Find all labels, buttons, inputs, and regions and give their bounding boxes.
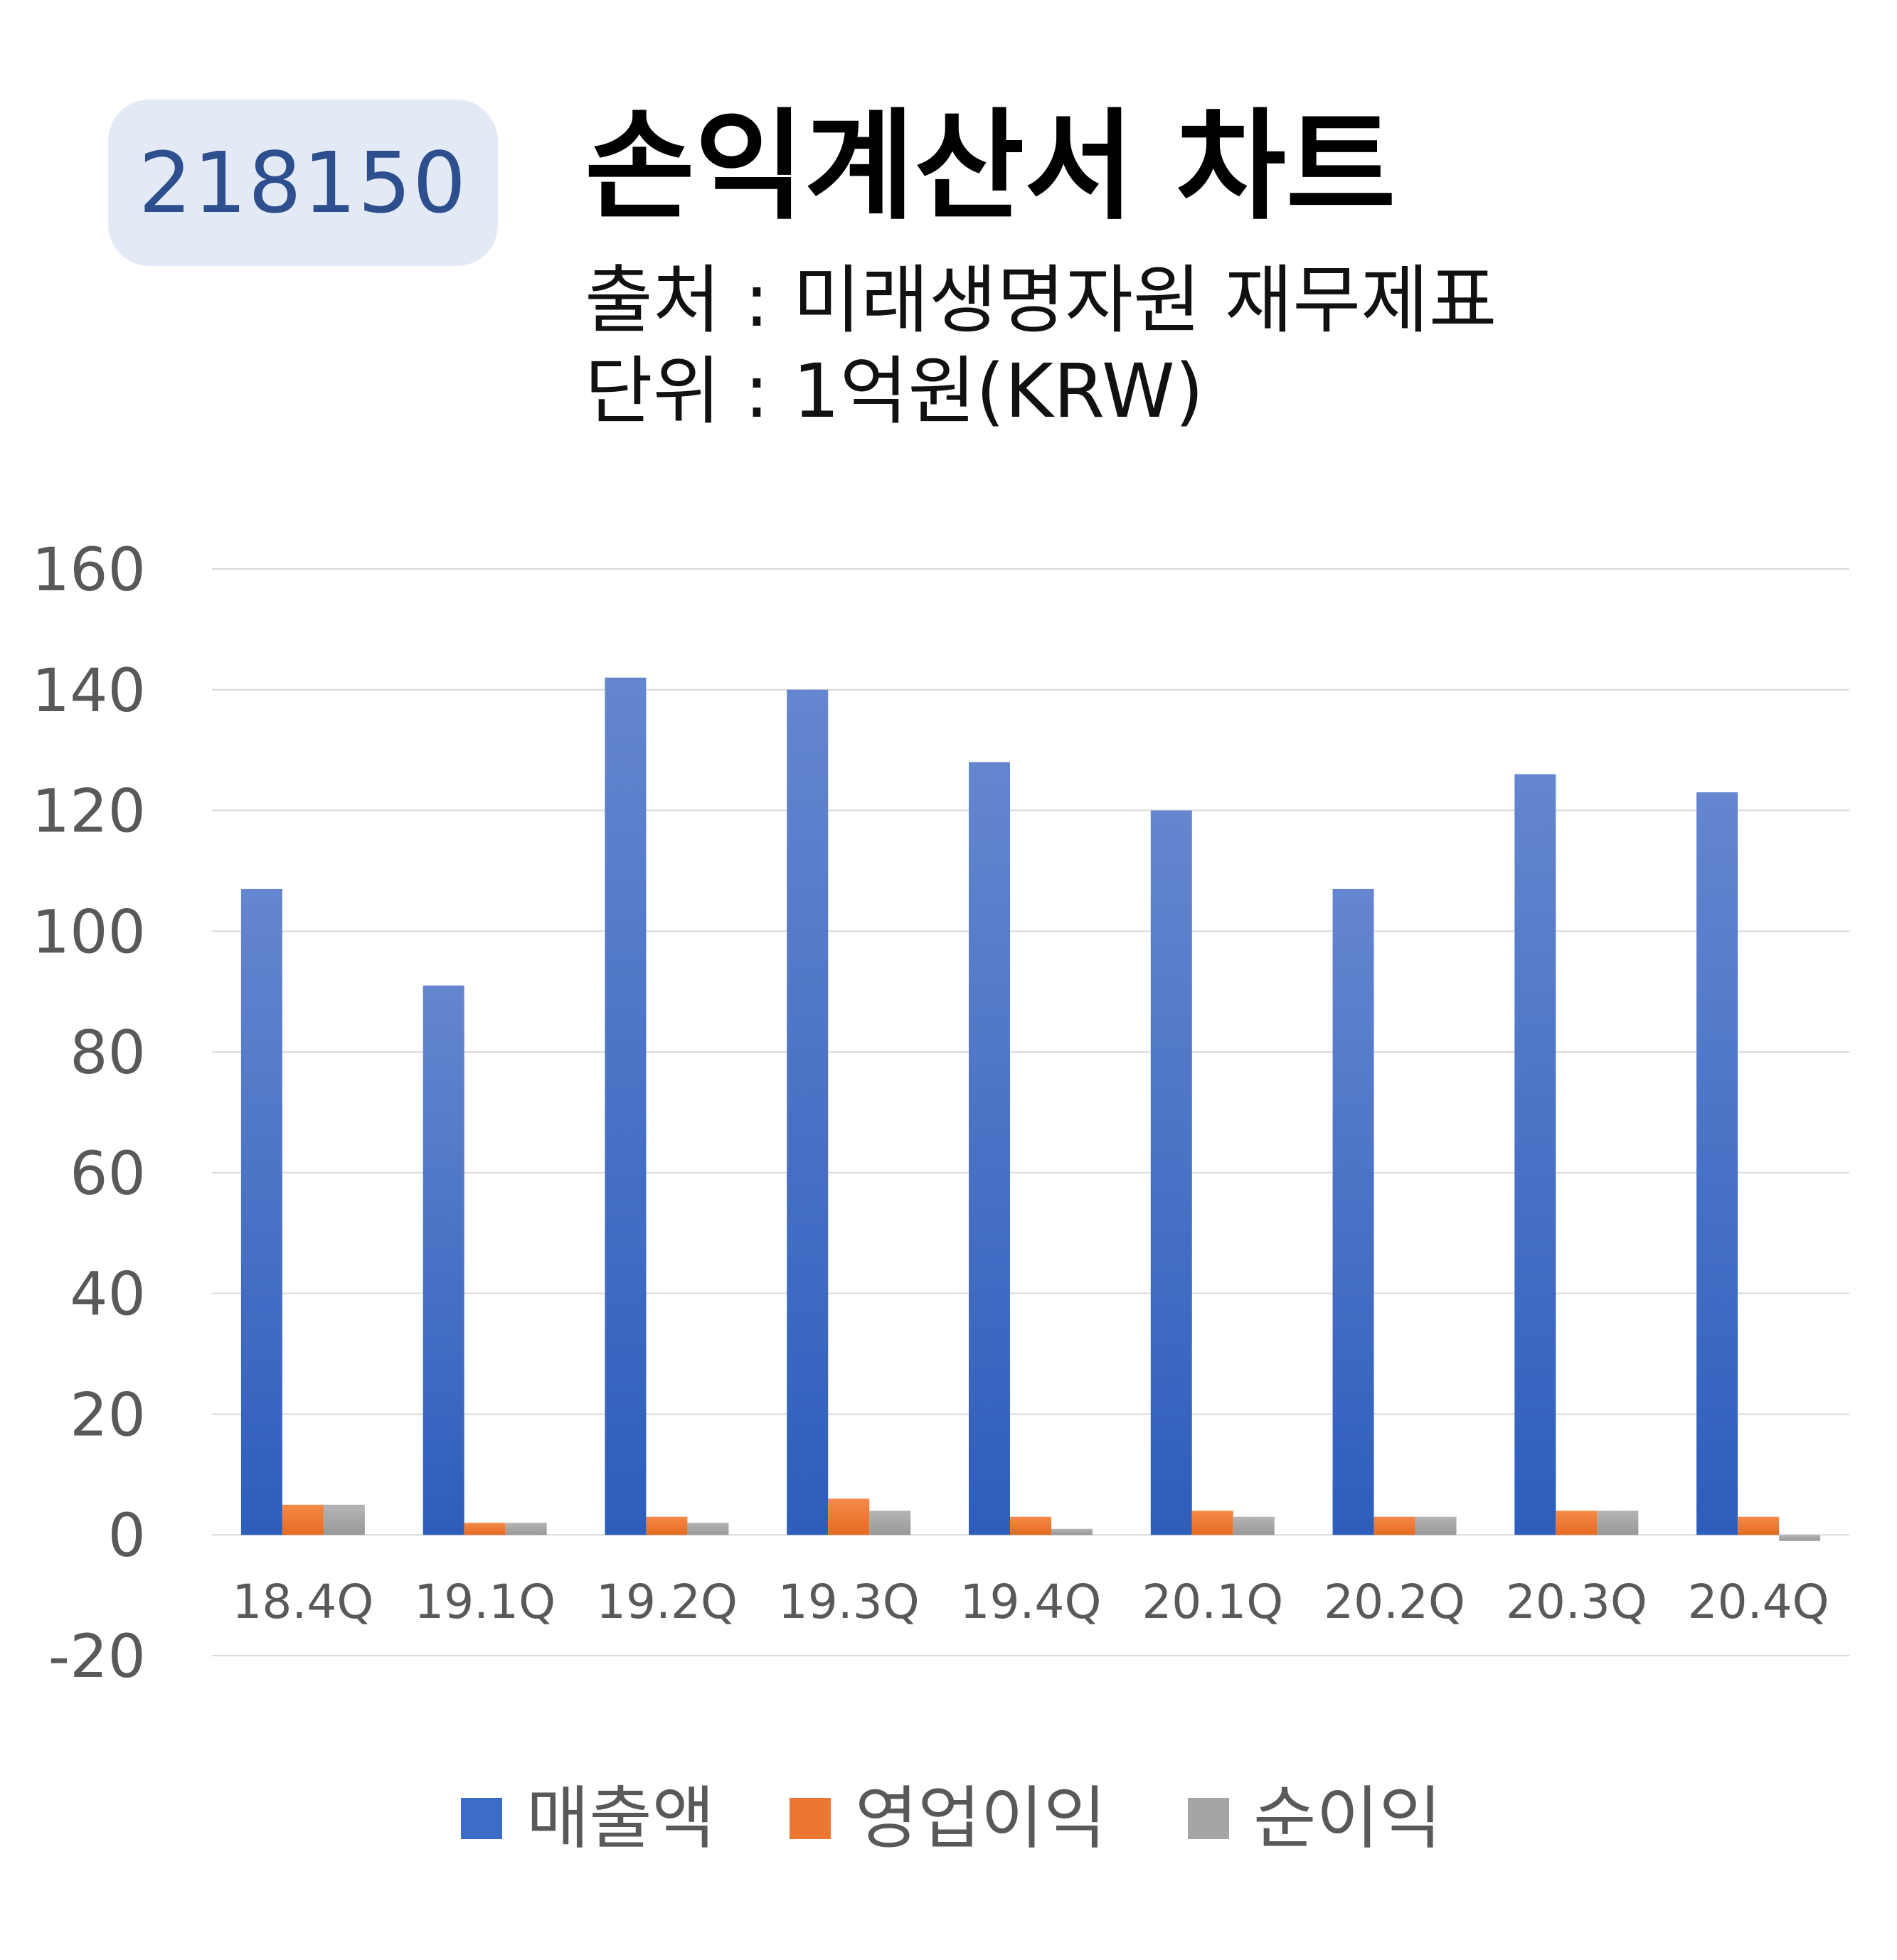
revenue-bar xyxy=(1514,774,1556,1535)
net-profit-bar xyxy=(869,1511,911,1535)
net-profit-bar xyxy=(505,1523,547,1535)
x-tick-label: 18.4Q xyxy=(232,1575,373,1629)
operating-profit-bar xyxy=(1556,1511,1598,1535)
revenue-bar xyxy=(1696,792,1738,1535)
y-tick-label: 40 xyxy=(70,1259,146,1329)
y-tick-label: 20 xyxy=(70,1380,146,1449)
operating-profit-bar xyxy=(1738,1516,1780,1535)
revenue-bar xyxy=(1332,888,1374,1535)
x-tick-label: 20.1Q xyxy=(1142,1575,1283,1629)
revenue-bar xyxy=(605,677,647,1535)
revenue-bar xyxy=(1150,810,1192,1535)
y-tick-label: -20 xyxy=(48,1621,146,1691)
operating-profit-bar xyxy=(464,1523,506,1535)
x-tick-label: 20.3Q xyxy=(1506,1575,1647,1629)
y-tick-label: 140 xyxy=(32,656,146,725)
chart-title: 손익계산서 차트 xyxy=(585,97,1396,236)
y-axis-ticks: -20 0 20 40 60 80 100 120 140 160 xyxy=(32,535,146,1691)
y-tick-label: 100 xyxy=(32,897,146,966)
y-tick-label: 80 xyxy=(70,1018,146,1087)
legend-label: 매출액 xyxy=(526,1779,715,1858)
revenue-bar xyxy=(240,888,282,1535)
revenue-bar xyxy=(423,985,464,1535)
x-tick-label: 19.2Q xyxy=(596,1575,738,1629)
stock-code-badge: 218150 xyxy=(108,100,498,266)
x-tick-label: 19.4Q xyxy=(960,1575,1102,1629)
source-text: 출처 : 미래생명자원 재무제표 xyxy=(585,257,1497,343)
net-profit-bar xyxy=(1233,1516,1275,1535)
operating-profit-bar xyxy=(828,1498,870,1535)
y-tick-label: 60 xyxy=(70,1139,146,1208)
operating-profit-bar xyxy=(1373,1516,1415,1535)
y-tick-label: 160 xyxy=(32,535,146,604)
operating-profit-bar xyxy=(1191,1511,1233,1535)
legend-label: 순이익 xyxy=(1253,1779,1442,1858)
legend-label: 영업이익 xyxy=(855,1779,1106,1858)
revenue-bar xyxy=(787,689,829,1535)
net-profit-bar xyxy=(687,1523,729,1535)
x-tick-label: 19.1Q xyxy=(414,1575,556,1629)
operating-profit-bar xyxy=(646,1516,688,1535)
operating-profit-bar xyxy=(282,1504,324,1535)
net-profit-bar xyxy=(1597,1511,1639,1535)
revenue-bar xyxy=(969,762,1010,1535)
net-profit-bar xyxy=(1779,1535,1821,1541)
x-tick-label: 20.2Q xyxy=(1324,1575,1465,1629)
revenue-legend-swatch xyxy=(461,1798,502,1839)
legend: 매출액 영업이익 순이익 xyxy=(461,1779,1442,1858)
operating-profit-bar xyxy=(1010,1516,1051,1535)
unit-text: 단위 : 1억원(KRW) xyxy=(585,348,1204,435)
net-profit-bar xyxy=(1051,1528,1093,1535)
operating-profit-legend-swatch xyxy=(790,1798,831,1839)
bars xyxy=(240,677,1821,1541)
y-tick-label: 0 xyxy=(108,1501,146,1570)
stock-code: 218150 xyxy=(138,134,468,232)
net-profit-bar xyxy=(323,1504,365,1535)
x-axis-ticks: 18.4Q 19.1Q 19.2Q 19.3Q 19.4Q 20.1Q 20.2Q 20.3Q… xyxy=(232,1575,1829,1629)
x-tick-label: 19.3Q xyxy=(778,1575,920,1629)
net-profit-bar xyxy=(1415,1516,1457,1535)
net-profit-legend-swatch xyxy=(1188,1798,1229,1839)
x-tick-label: 20.4Q xyxy=(1688,1575,1829,1629)
y-tick-label: 120 xyxy=(32,777,146,846)
